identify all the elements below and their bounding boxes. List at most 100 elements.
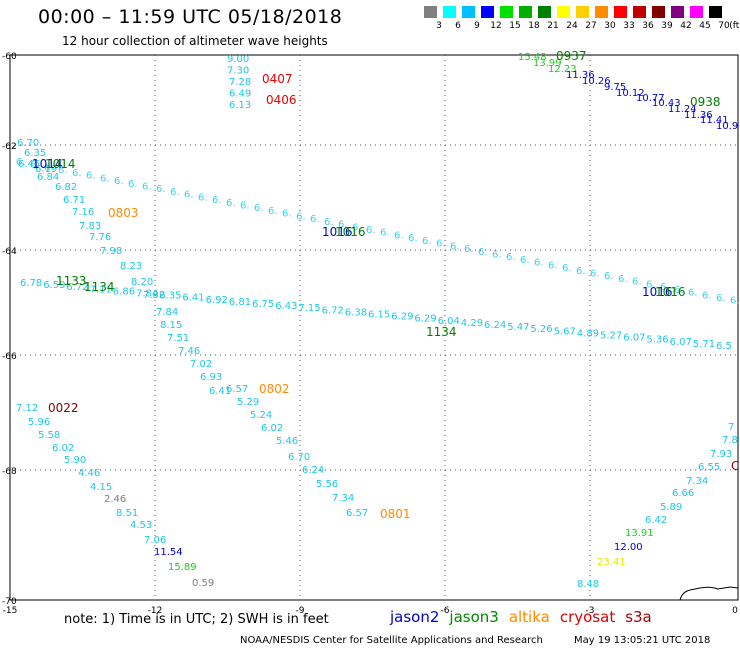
- wave-height-value: 10.43: [652, 98, 681, 109]
- generated-timestamp: May 19 13:05:21 UTC 2018: [574, 635, 711, 646]
- lat-tick-label: -62: [2, 142, 17, 152]
- track-mark: 6.: [100, 173, 110, 184]
- wave-height-value: 6.45: [18, 159, 40, 170]
- wave-height-value: 7.84: [136, 289, 158, 300]
- track-mark: 6.: [716, 293, 726, 304]
- wave-height-value: 8.23: [120, 261, 142, 272]
- color-scale-label: 24: [566, 21, 578, 31]
- wave-height-value: 6.86: [113, 286, 135, 297]
- pass-time-label: 1014: [45, 157, 76, 171]
- wave-height-value: 13.99: [533, 58, 562, 69]
- color-swatch-21: [537, 5, 552, 19]
- track-mark: 6.: [156, 184, 166, 195]
- wave-height-value: 0.59: [192, 578, 214, 589]
- wave-height-value: 6.72: [322, 305, 344, 316]
- wave-height-value: 7.98: [100, 246, 122, 257]
- wave-height-value: 7.28: [229, 77, 251, 88]
- color-swatch-30: [594, 5, 609, 19]
- wave-height-value: 9.00: [227, 54, 249, 65]
- lat-lon-grid: [10, 55, 738, 600]
- track-mark: 6.: [352, 222, 362, 233]
- color-scale-label: 27: [585, 21, 597, 31]
- wave-height-value: 6.07: [670, 337, 692, 348]
- color-swatch-9: [461, 5, 476, 19]
- wave-height-observations: 9.007.307.286.496.1315.4813.9912.2311.36…: [16, 52, 740, 590]
- wave-height-value: 6.70: [17, 138, 39, 149]
- credit-text: NOAA/NESDIS Center for Satellite Applica…: [240, 635, 543, 646]
- color-scale-label: 21: [547, 21, 559, 31]
- pass-time-label: 0406: [266, 93, 297, 107]
- track-mark: 6.: [170, 187, 180, 198]
- wave-height-value: 6.29: [414, 314, 436, 325]
- track-mark: 6.: [44, 162, 54, 173]
- track-mark: 6.: [674, 285, 684, 296]
- wave-height-value: 6.43: [275, 301, 297, 312]
- color-scale-label: 18: [528, 21, 540, 31]
- wave-height-value: 6.71: [63, 195, 85, 206]
- color-swatch-15: [499, 5, 514, 19]
- wave-height-value: 5.46: [276, 436, 298, 447]
- wave-height-value: 6.57: [226, 384, 248, 395]
- pass-time-label: 1016: [655, 285, 686, 299]
- wave-height-value: 11.41: [700, 115, 729, 126]
- wave-height-value: 13.91: [625, 528, 654, 539]
- color-swatch-33: [613, 5, 628, 19]
- pass-time-label: C: [731, 459, 739, 473]
- pass-time-label: 0022: [48, 401, 79, 415]
- wave-height-value: 6.78: [20, 278, 42, 289]
- wave-height-value: 6.19: [35, 164, 57, 175]
- pass-time-label: 0801: [380, 507, 411, 521]
- pass-time-label: 1016: [642, 285, 673, 299]
- satellite-cryosat: cryosat: [559, 608, 616, 626]
- track-mark: 6.: [16, 157, 26, 168]
- color-scale-label: 6: [455, 21, 461, 31]
- track-mark: 6.: [282, 209, 292, 220]
- wave-height-value: 5.24: [250, 410, 272, 421]
- lat-tick-label: -66: [2, 352, 17, 362]
- track-mark: 6.: [338, 220, 348, 231]
- wave-height-value: 6.13: [229, 100, 251, 111]
- pass-time-labels: 0407040609370938101410140803101610161016…: [32, 49, 739, 521]
- track-mark: 6.: [450, 241, 460, 252]
- wave-height-value: 5.47: [507, 322, 529, 333]
- wave-height-value: 6.72: [66, 282, 88, 293]
- track-mark: 6.: [576, 266, 586, 277]
- track-mark: 6.: [226, 198, 236, 209]
- wave-height-value: 4.15: [90, 482, 112, 493]
- wave-height-value: 6.15: [368, 310, 390, 321]
- track-mark: 6.: [212, 195, 222, 206]
- wave-height-value: 10.9: [716, 121, 738, 132]
- lon-tick-label: 0: [732, 606, 738, 616]
- wave-height-value: 8.20: [131, 277, 153, 288]
- track-mark: 6.: [702, 290, 712, 301]
- track-mark: 6.: [254, 203, 264, 214]
- track-mark: 6.: [380, 228, 390, 239]
- satellite-altika: altika: [508, 608, 550, 626]
- color-swatch-6: [442, 5, 457, 19]
- footer-note: note: 1) Time is in UTC; 2) SWH is in fe…: [64, 612, 329, 627]
- track-mark: 6.: [506, 252, 516, 263]
- satellite-jason2: jason2: [390, 608, 440, 626]
- wave-height-value: 7.02: [190, 359, 212, 370]
- wave-height-value: 6.5: [716, 341, 732, 352]
- wave-height-value: 6.07: [623, 333, 645, 344]
- track-mark: 6.: [464, 244, 474, 255]
- wave-height-value: 7.51: [167, 333, 189, 344]
- color-swatch-27: [575, 5, 590, 19]
- wave-height-value: 4.46: [78, 468, 100, 479]
- color-swatch-12: [480, 5, 495, 19]
- wave-height-value: 10.12: [616, 88, 645, 99]
- wave-height-value: 6.59: [43, 280, 65, 291]
- wave-height-value: 5.56: [316, 479, 338, 490]
- satellite-s3a: s3a: [625, 608, 652, 626]
- wave-height-value: 5.89: [660, 502, 682, 513]
- wave-height-value: 6.42: [645, 515, 667, 526]
- lat-tick-label: -70: [2, 597, 17, 607]
- coastline: [679, 586, 739, 601]
- wave-height-value: 6.35: [24, 148, 46, 159]
- wave-height-value: 7.46: [178, 346, 200, 357]
- pass-time-label: 1016: [322, 225, 353, 239]
- wave-height-value: 6.35: [159, 291, 181, 302]
- chart-title: 00:00 – 11:59 UTC 05/18/2018: [38, 6, 343, 28]
- wave-height-value: 5.26: [530, 324, 552, 335]
